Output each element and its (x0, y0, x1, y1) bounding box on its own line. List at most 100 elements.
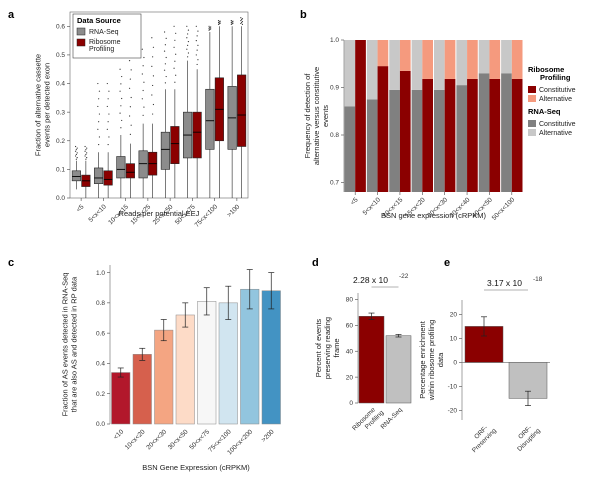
outlier-point (76, 157, 78, 159)
y-tick-label: 80 (346, 297, 354, 304)
y-axis-label: Percentage enrichment (418, 320, 427, 398)
outlier-point (152, 84, 154, 87)
outlier-point (196, 63, 198, 66)
x-tick-label: 20<x<30 (145, 428, 168, 451)
x-tick-label: 30<x<50 (167, 428, 190, 451)
x-tick-label: >100 (226, 203, 242, 219)
panel-c: c 0.0 0.2 0.4 0.6 0.8 1.0 <1010<x<2020<x<3030<x… (8, 257, 281, 472)
y-axis-label: within ribosome profiling (427, 320, 436, 401)
legend-label: Alternative (539, 130, 572, 137)
box-rna-seq (205, 88, 215, 150)
x-tick-label-group: >100 (226, 203, 242, 219)
outlier-point (196, 49, 198, 51)
outlier-point (208, 27, 210, 29)
outlier-point (75, 153, 77, 156)
outlier-point (240, 19, 242, 22)
outlier-point (121, 119, 123, 122)
bar-rna-seq-constitutive (478, 73, 490, 192)
outlier-point (164, 63, 166, 65)
y-tick-label: 1.0 (96, 270, 105, 277)
outlier-point (175, 53, 177, 55)
outlier-point (119, 68, 121, 70)
y-tick-label: 0.2 (96, 391, 105, 398)
y-tick-label: 0.6 (96, 330, 105, 337)
bar (358, 316, 385, 404)
y-axis-label: data (436, 352, 445, 367)
bar-rna-seq-alternative (456, 40, 468, 86)
outlier-point (129, 78, 131, 80)
outlier-point (163, 50, 166, 52)
outlier-point (208, 25, 210, 27)
box-ribosome-profiling (103, 170, 113, 186)
outlier-point (173, 25, 175, 27)
outlier-point (209, 26, 211, 29)
outlier-point (210, 28, 212, 30)
bar (175, 314, 195, 425)
outlier-point (98, 136, 101, 138)
bar (154, 329, 174, 425)
legend-swatch (528, 86, 536, 93)
outlier-point (107, 98, 109, 100)
bar-rp-alternative (489, 40, 501, 79)
outlier-point (174, 60, 176, 62)
outlier-point (141, 48, 143, 50)
outlier-point (165, 56, 167, 59)
outlier-point (98, 98, 100, 100)
x-tick-label: 50<x<100 (491, 196, 517, 222)
legend-box (72, 13, 142, 59)
legend-swatch (76, 38, 86, 47)
bar-rna-seq-constitutive (344, 106, 356, 192)
outlier-point (120, 105, 122, 107)
y-axis-label: Fraction of alternative cassette (34, 54, 43, 156)
legend-label: Alternative (539, 96, 572, 103)
outlier-point (141, 98, 143, 100)
x-tick-label-group: 5<x<10 (88, 203, 109, 224)
bar-rp-constitutive (355, 40, 366, 192)
bar (111, 372, 131, 425)
p-value-base: 2.28 x 10 (353, 275, 388, 285)
y-tick-label: 0 (349, 400, 353, 407)
y-tick-label: 0.2 (56, 138, 65, 145)
outlier-point (240, 22, 242, 25)
y-axis-label-group: Percent of events preserving reading frame (314, 317, 341, 379)
y-tick-label: 0.4 (96, 361, 105, 368)
y-axis-label: events (321, 105, 330, 127)
outlier-point (130, 96, 132, 99)
outlier-point (231, 23, 233, 25)
outlier-point (152, 75, 155, 77)
x-tick-label: <10 (112, 428, 125, 441)
legend-label: Profiling (89, 46, 114, 53)
box-ribosome-profiling (170, 126, 180, 164)
outlier-point (173, 46, 175, 48)
box-ribosome-profiling (192, 111, 202, 159)
box-ribosome-profiling (237, 74, 247, 147)
bar-rna-seq-alternative (501, 40, 512, 74)
legend-title: Data Source (77, 16, 121, 25)
outlier-point (186, 25, 188, 27)
outlier-point (197, 30, 199, 32)
x-tick-label-group: <10 (112, 428, 125, 441)
outlier-point (209, 28, 211, 31)
outlier-point (128, 60, 131, 62)
outlier-point (232, 20, 234, 22)
outlier-point (230, 19, 232, 22)
outlier-point (98, 90, 101, 92)
y-tick-label: 0.4 (56, 81, 65, 88)
bar-rp-constitutive (422, 78, 433, 192)
panel-a: a0.00.10.20.30.40.50.6<5 5<x<10 10<x<15 15<… (8, 9, 249, 229)
outlier-point (97, 128, 99, 130)
bar-rna-seq-alternative (478, 40, 490, 74)
outlier-point (152, 56, 154, 58)
x-tick-label-group: <5 (75, 203, 85, 213)
outlier-point (164, 82, 166, 84)
outlier-point (241, 23, 244, 25)
y-tick-label: 0.9 (330, 85, 339, 92)
p-value-exponent: -18 (533, 276, 543, 283)
outlier-point (218, 21, 220, 23)
outlier-point (163, 69, 166, 71)
outlier-point (164, 44, 166, 46)
legend-group-title: Ribosome (528, 65, 564, 74)
outlier-point (97, 105, 99, 108)
y-axis-label: preserving reading (323, 317, 332, 379)
